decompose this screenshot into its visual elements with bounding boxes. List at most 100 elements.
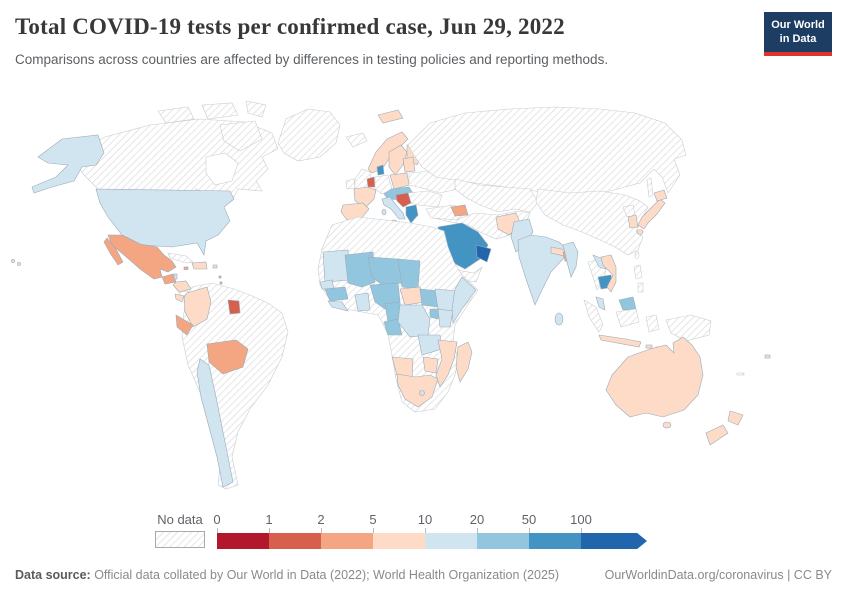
country-indonesia-sumatra[interactable]: [583, 299, 604, 333]
country-canada-arctic-3[interactable]: [245, 100, 267, 118]
country-hispaniola[interactable]: [191, 261, 208, 270]
country-iceland[interactable]: [345, 132, 368, 148]
country-croatia-serbia[interactable]: [395, 192, 412, 208]
country-usa-hawaii-1[interactable]: [11, 259, 15, 263]
country-italy[interactable]: [381, 196, 406, 220]
country-sierra-leone-liberia[interactable]: [327, 300, 349, 312]
legend-bin-0-1[interactable]: [217, 533, 269, 549]
country-south-america-nodata[interactable]: [181, 282, 289, 490]
legend-bin-10-20[interactable]: [425, 533, 477, 549]
country-mozambique[interactable]: [435, 339, 458, 388]
country-india[interactable]: [517, 234, 568, 306]
country-canada-arctic-2[interactable]: [201, 102, 239, 120]
country-usa-hawaii-2[interactable]: [17, 262, 21, 266]
country-lesser-sunda-1[interactable]: [645, 344, 653, 349]
country-philippines[interactable]: [633, 264, 643, 280]
country-south-korea[interactable]: [627, 214, 639, 229]
country-honduras[interactable]: [172, 280, 192, 293]
country-japan-honshu[interactable]: [637, 198, 666, 230]
country-nz-north[interactable]: [727, 410, 744, 426]
country-indonesia-sulawesi[interactable]: [645, 314, 660, 333]
country-greece[interactable]: [405, 204, 419, 224]
country-kenya[interactable]: [437, 308, 454, 328]
country-netherlands[interactable]: [366, 176, 376, 188]
country-chile[interactable]: [196, 358, 234, 488]
country-sweden[interactable]: [388, 144, 408, 176]
country-new-caledonia[interactable]: [736, 372, 745, 376]
country-south-africa[interactable]: [396, 373, 439, 408]
country-malaysia-peninsula[interactable]: [595, 296, 606, 311]
world-map: [10, 95, 840, 510]
country-gabon-congo[interactable]: [383, 318, 403, 336]
country-sri-lanka[interactable]: [554, 312, 564, 326]
country-france[interactable]: [353, 186, 377, 208]
country-nz-south[interactable]: [705, 424, 729, 446]
owid-logo[interactable]: Our World in Data: [764, 12, 832, 56]
country-antilles-1[interactable]: [218, 275, 222, 279]
country-mexico[interactable]: [107, 234, 177, 280]
owid-link[interactable]: OurWorldinData.org/coronavirus | CC BY: [604, 568, 832, 582]
country-greenland[interactable]: [277, 108, 341, 162]
country-malaysia-borneo[interactable]: [618, 296, 637, 311]
country-usa-alaska[interactable]: [31, 134, 105, 194]
legend-bin-5-10[interactable]: [373, 533, 425, 549]
country-china-mongolia[interactable]: [535, 188, 649, 256]
country-azerbaijan[interactable]: [450, 204, 469, 217]
country-japan-hokkaido[interactable]: [653, 189, 668, 202]
country-jamaica[interactable]: [183, 266, 189, 270]
country-kazakhstan[interactable]: [454, 178, 539, 213]
country-spain-portugal[interactable]: [340, 202, 370, 221]
country-germany[interactable]: [374, 174, 393, 195]
country-usa[interactable]: [95, 188, 235, 256]
legend-bin-2-5[interactable]: [321, 533, 373, 549]
country-denmark[interactable]: [376, 164, 385, 176]
country-australia[interactable]: [605, 336, 704, 418]
country-uganda[interactable]: [429, 308, 441, 320]
country-tasmania[interactable]: [662, 421, 672, 429]
legend-bin-100+[interactable]: [581, 533, 633, 549]
country-mali[interactable]: [344, 251, 376, 288]
country-cuba[interactable]: [167, 252, 194, 264]
country-laos[interactable]: [592, 254, 607, 270]
country-norway[interactable]: [367, 131, 409, 174]
country-ghana[interactable]: [354, 292, 371, 312]
legend-bin-1-2[interactable]: [269, 533, 321, 549]
country-lesotho[interactable]: [419, 390, 425, 396]
country-antilles-2[interactable]: [219, 281, 223, 285]
country-baltics[interactable]: [402, 156, 416, 173]
country-canada-arctic-1[interactable]: [157, 106, 195, 124]
country-japan-kyushu[interactable]: [636, 229, 644, 235]
country-ecuador[interactable]: [175, 314, 194, 336]
no-data-swatch[interactable]: [155, 531, 205, 548]
country-svalbard[interactable]: [377, 109, 404, 124]
country-suriname[interactable]: [227, 299, 241, 315]
country-taiwan[interactable]: [634, 251, 640, 259]
legend-bin-50-100[interactable]: [529, 533, 581, 549]
country-guinea[interactable]: [324, 286, 349, 302]
country-romania-bulgaria[interactable]: [407, 190, 443, 208]
legend-bin-20-50[interactable]: [477, 533, 529, 549]
country-uae-oman[interactable]: [475, 244, 492, 263]
country-canada-baffin[interactable]: [219, 120, 263, 152]
country-fiji[interactable]: [764, 354, 771, 359]
country-poland[interactable]: [389, 172, 410, 190]
country-somalia[interactable]: [451, 276, 477, 324]
country-indonesia-kalimantan[interactable]: [615, 308, 640, 328]
country-bolivia[interactable]: [206, 339, 249, 375]
country-myanmar[interactable]: [562, 241, 579, 278]
country-philippines-2[interactable]: [637, 282, 644, 293]
country-sakhalin[interactable]: [646, 177, 654, 198]
country-belize[interactable]: [173, 273, 178, 280]
country-madagascar[interactable]: [455, 341, 473, 383]
country-puerto-rico[interactable]: [212, 264, 218, 269]
country-sardinia[interactable]: [381, 208, 387, 216]
country-new-guinea[interactable]: [665, 314, 712, 342]
country-zimbabwe[interactable]: [422, 356, 439, 374]
country-ireland[interactable]: [345, 178, 356, 190]
country-indonesia-java[interactable]: [598, 334, 642, 348]
country-colombia[interactable]: [183, 286, 212, 328]
country-vietnam[interactable]: [600, 254, 617, 293]
country-senegal[interactable]: [319, 279, 335, 290]
country-costa-rica[interactable]: [174, 293, 185, 303]
country-mexico-baja[interactable]: [103, 237, 124, 266]
